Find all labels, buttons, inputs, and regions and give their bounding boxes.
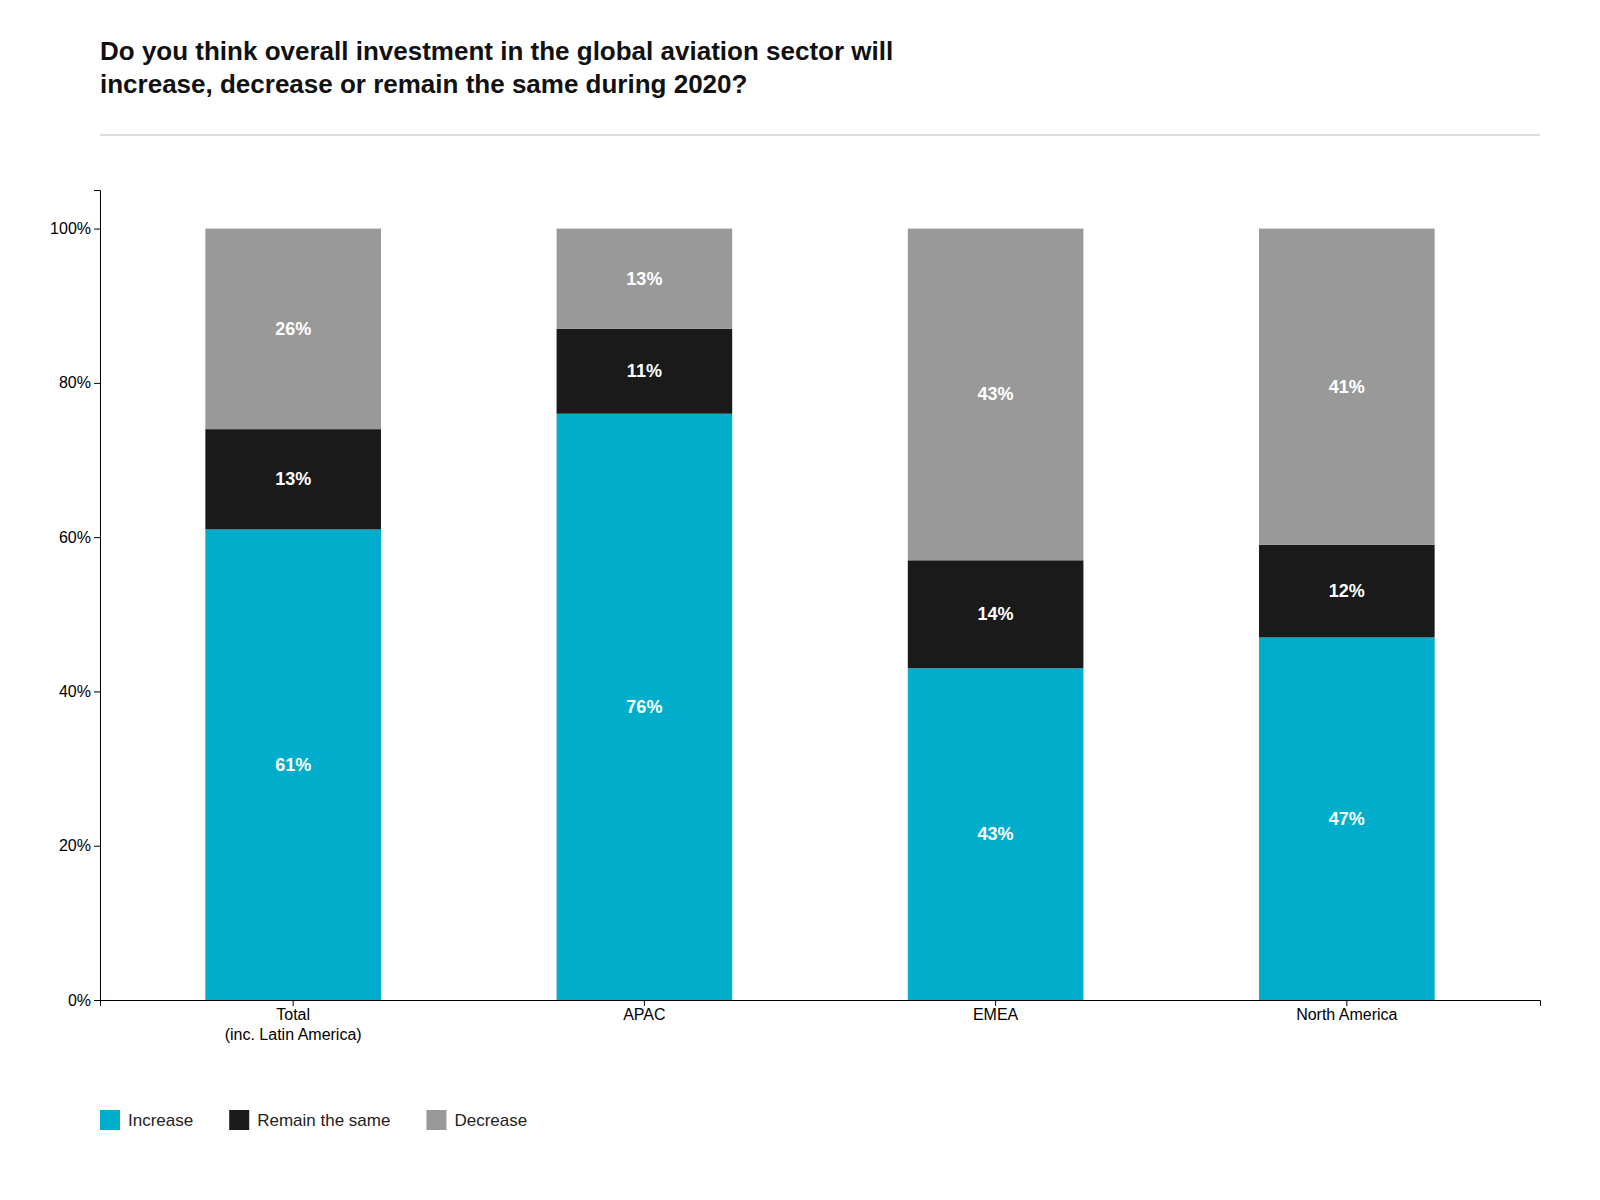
- x-tick-mark: [644, 1000, 645, 1006]
- x-tick-label-line: APAC: [623, 1006, 665, 1023]
- title-separator: [100, 135, 1540, 136]
- x-tick-mark: [1346, 1000, 1347, 1006]
- bar-segment: [908, 560, 1084, 668]
- chart: Do you think overall investment in the g…: [0, 0, 1600, 1200]
- data-label: 14%: [978, 604, 1014, 624]
- y-tick: 60%: [59, 529, 100, 546]
- y-axis-line: [94, 191, 101, 1001]
- legend-swatch: [229, 1110, 249, 1130]
- legend-label: Remain the same: [257, 1111, 390, 1130]
- x-tick-label-line: EMEA: [973, 1006, 1019, 1023]
- x-tick-label-line: North America: [1296, 1006, 1397, 1023]
- x-tick-mark: [995, 1000, 996, 1006]
- x-tick: Total (inc. Latin America): [225, 1000, 362, 1043]
- bar-segment: [205, 529, 381, 1000]
- y-tick: 40%: [59, 683, 100, 700]
- y-axis: 0% 20% 40% 60% 80% 100%: [50, 191, 100, 1009]
- bar-segment: [205, 429, 381, 529]
- bars: [205, 229, 1434, 1000]
- legend-item: Decrease: [426, 1110, 527, 1130]
- data-label: 47%: [1329, 809, 1365, 829]
- y-tick: 100%: [50, 220, 100, 237]
- legend-label: Increase: [128, 1111, 193, 1130]
- y-tick-mark: [94, 229, 100, 230]
- legend-swatch: [426, 1110, 446, 1130]
- title-line: increase, decrease or remain the same du…: [100, 69, 747, 99]
- y-tick: 0%: [68, 992, 100, 1009]
- x-tick-label: North America: [1296, 1006, 1397, 1023]
- bar-segment: [908, 668, 1084, 1000]
- x-tick-label: EMEA: [973, 1006, 1019, 1023]
- x-tick: EMEA: [973, 1000, 1019, 1023]
- data-label: 12%: [1329, 581, 1365, 601]
- y-tick-mark: [94, 383, 100, 384]
- data-label: 13%: [275, 469, 311, 489]
- y-tick: 20%: [59, 837, 100, 854]
- y-tick-label: 80%: [59, 374, 91, 391]
- legend-item: Remain the same: [229, 1110, 390, 1130]
- legend-item: Increase: [100, 1110, 193, 1130]
- bar-segment: [557, 329, 733, 414]
- bar-segment: [205, 229, 381, 430]
- data-labels: 61% 76% 43% 47% 13% 11% 14% 12% 26% 13% 43% 41%: [275, 269, 1365, 844]
- data-label: 41%: [1329, 377, 1365, 397]
- bar-segment: [1259, 637, 1435, 1000]
- legend-swatch: [100, 1110, 120, 1130]
- x-tick-mark: [293, 1000, 294, 1006]
- data-label: 11%: [627, 361, 662, 381]
- y-tick-mark: [94, 1000, 100, 1001]
- x-tick: APAC: [623, 1000, 665, 1023]
- x-axis-line: [101, 1001, 1541, 1007]
- x-tick-label-line: Total: [276, 1006, 310, 1023]
- y-tick-label: 60%: [59, 529, 91, 546]
- x-axis: Total (inc. Latin America) APAC EMEA North A…: [101, 1000, 1541, 1043]
- y-tick-mark: [94, 691, 100, 692]
- legend-label: Decrease: [454, 1111, 527, 1130]
- y-tick-mark: [94, 537, 100, 538]
- bar-segment: [557, 229, 733, 329]
- title-line: Do you think overall investment in the g…: [100, 36, 893, 66]
- data-label: 61%: [275, 755, 311, 775]
- y-tick-label: 20%: [59, 837, 91, 854]
- y-tick-label: 40%: [59, 683, 91, 700]
- bar-segment: [557, 414, 733, 1000]
- title: Do you think overall investment in the g…: [100, 36, 893, 99]
- bar-segment: [1259, 545, 1435, 638]
- data-label: 13%: [626, 269, 662, 289]
- bar-segment: [908, 229, 1084, 561]
- data-label: 26%: [275, 319, 311, 339]
- data-label: 43%: [978, 824, 1014, 844]
- y-tick: 80%: [59, 374, 100, 391]
- data-label: 76%: [626, 697, 662, 717]
- y-tick-label: 0%: [68, 992, 91, 1009]
- y-tick-label: 100%: [50, 220, 91, 237]
- x-tick-label: APAC: [623, 1006, 665, 1023]
- data-label: 43%: [978, 384, 1014, 404]
- bar-segment: [1259, 229, 1435, 545]
- y-tick-mark: [94, 846, 100, 847]
- legend: Increase Remain the same Decrease: [100, 1110, 527, 1130]
- x-tick: North America: [1296, 1000, 1397, 1023]
- x-tick-label: Total (inc. Latin America): [225, 1006, 362, 1043]
- x-tick-label-line: (inc. Latin America): [225, 1026, 362, 1043]
